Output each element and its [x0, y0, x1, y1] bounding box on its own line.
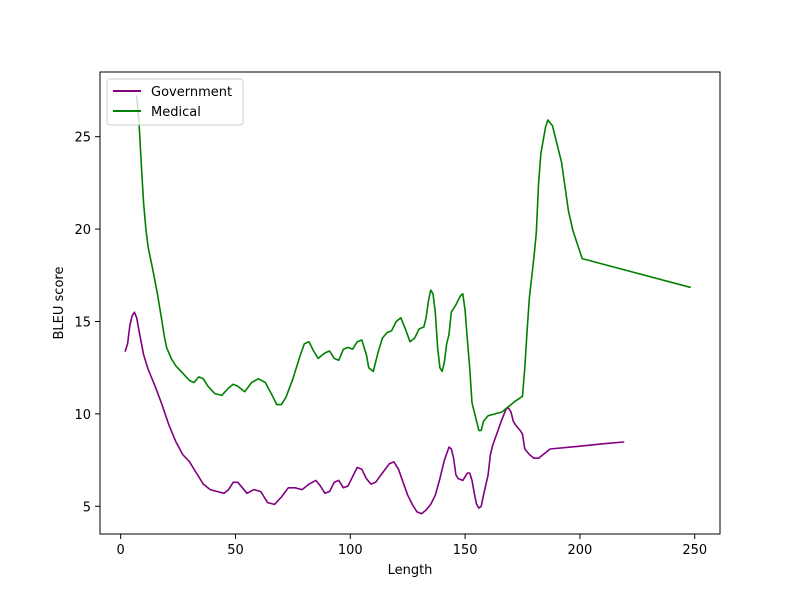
y-tick-label: 15 — [74, 315, 91, 330]
x-tick-label: 0 — [117, 543, 125, 558]
y-tick-label: 10 — [74, 408, 91, 423]
y-tick-label: 5 — [83, 500, 91, 515]
x-tick-label: 50 — [227, 543, 244, 558]
axes-background — [100, 72, 720, 534]
x-axis-label: Length — [388, 563, 433, 578]
y-tick-label: 20 — [74, 223, 91, 238]
y-tick-label: 25 — [74, 131, 91, 146]
x-tick-label: 150 — [453, 543, 478, 558]
x-tick-label: 100 — [338, 543, 363, 558]
x-tick-label: 250 — [682, 543, 707, 558]
y-axis-label: BLEU score — [52, 267, 67, 340]
legend-label-government: Government — [151, 85, 232, 100]
plot-area — [100, 72, 720, 534]
legend: Government Medical — [107, 79, 243, 125]
legend-label-medical: Medical — [151, 105, 201, 120]
x-tick-label: 200 — [568, 543, 593, 558]
